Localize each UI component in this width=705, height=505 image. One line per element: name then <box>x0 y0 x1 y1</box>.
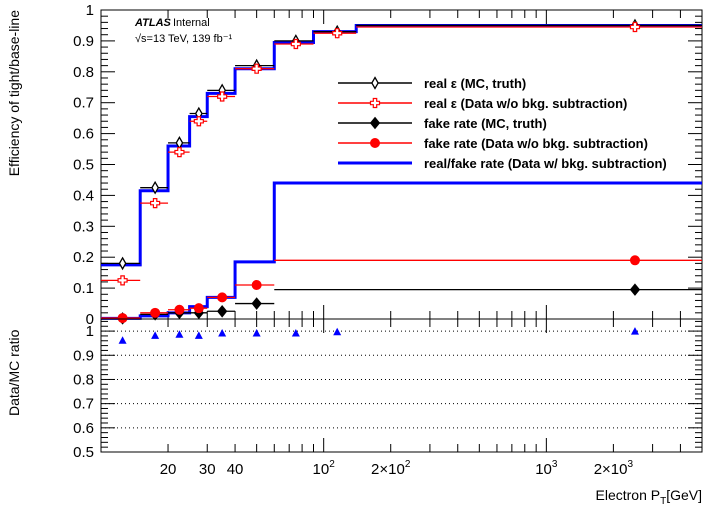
y-tick-label: 0.8 <box>73 64 94 81</box>
data-point <box>117 275 128 286</box>
data-point <box>218 329 227 337</box>
atlas-label: ATLAS Internal √s=13 TeV, 139 fb⁻¹ <box>134 17 233 45</box>
main-x-ticks <box>100 10 703 319</box>
data-point <box>333 327 342 336</box>
data-point <box>252 329 261 337</box>
data-point <box>629 283 641 296</box>
x-tick-label: 30 <box>199 461 216 478</box>
data-point <box>370 138 380 148</box>
ratio-plot-frame <box>100 318 703 453</box>
legend-label: real ε (MC, truth) <box>424 76 526 91</box>
data-point <box>175 330 184 338</box>
legend-label: real/fake rate (Data w/ bkg. subtraction… <box>424 156 667 171</box>
x-tick-label: 103 <box>535 459 558 478</box>
data-point <box>151 331 160 339</box>
x-axis-title: Electron PT[GeV] <box>596 487 703 505</box>
main-marks <box>101 18 702 325</box>
y-tick-label: 0.3 <box>73 218 94 235</box>
data-point <box>150 198 161 209</box>
data-point <box>629 255 640 266</box>
step-line <box>101 181 702 320</box>
data-point <box>193 116 204 127</box>
y-tick-label: 0.7 <box>73 95 94 112</box>
y-tick-label: 0.6 <box>73 126 94 143</box>
data-point <box>118 256 127 271</box>
data-point <box>117 313 128 324</box>
y-tick-label: 0.5 <box>73 157 94 174</box>
data-point <box>371 76 379 90</box>
data-point <box>217 292 228 303</box>
y-tick-label: 1 <box>86 323 94 340</box>
legend-label: fake rate (Data w/o bkg. subtraction) <box>424 136 648 151</box>
ratio-gridlines <box>101 330 702 429</box>
y-tick-label: 0.2 <box>73 249 94 266</box>
atlas-label-internal: Internal <box>173 17 210 29</box>
y-tick-label: 0.9 <box>73 347 94 364</box>
ratio-panel: 0.50.60.70.80.91 20 30 40 102 2×102 103 2×103 … <box>6 318 703 505</box>
data-point <box>291 329 300 337</box>
ratio-y-axis: 0.5 0.6 0.7 0.8 0.9 1 <box>73 320 702 461</box>
y-tick-label: 0 <box>86 311 94 328</box>
x-tick-label: 20 <box>160 461 177 478</box>
y-tick-label: 0.9 <box>73 33 94 50</box>
y-tick-label: 1 <box>86 2 94 19</box>
data-point <box>369 97 381 109</box>
x-tick-label: 102 <box>313 459 336 478</box>
data-point <box>629 21 641 33</box>
data-point <box>150 307 161 318</box>
y-tick-label: 0.7 <box>73 396 94 413</box>
legend-label: real ε (Data w/o bkg. subtraction) <box>424 96 627 111</box>
data-point <box>217 91 228 102</box>
data-point <box>174 147 185 158</box>
data-point <box>217 304 228 318</box>
main-y-axis: 0 0.1 0.2 0.3 0.4 0.5 0.6 0.7 0.8 0.9 1 <box>73 2 702 328</box>
data-point <box>118 336 127 344</box>
data-point <box>174 304 185 315</box>
ratio-marks <box>118 327 639 344</box>
data-point <box>193 303 204 314</box>
main-panel: 0 0.1 0.2 0.3 0.4 0.5 0.6 0.7 0.8 0.9 1 Efficiency… <box>6 2 703 328</box>
x-tick-label: 2×102 <box>371 459 411 478</box>
atlas-label-bold: ATLAS <box>134 17 172 29</box>
y-tick-label: 0.1 <box>73 280 94 297</box>
data-point <box>251 63 262 74</box>
data-point <box>251 280 262 291</box>
y-tick-label: 0.5 <box>73 444 94 461</box>
ratio-y-axis-title: Data/MC ratio <box>6 329 22 416</box>
x-tick-label: 2×103 <box>594 459 634 478</box>
data-point <box>251 297 262 310</box>
ratio-x-axis: 20 30 40 102 2×102 103 2×103 <box>100 319 703 478</box>
data-point <box>369 116 381 130</box>
data-point <box>194 331 203 339</box>
data-point <box>151 180 160 195</box>
data-point <box>332 28 343 39</box>
y-tick-label: 0.8 <box>73 371 94 388</box>
data-point <box>630 327 639 335</box>
atlas-energy-label: √s=13 TeV, 139 fb⁻¹ <box>135 33 233 45</box>
x-tick-label: 40 <box>227 461 244 478</box>
legend-label: fake rate (MC, truth) <box>424 116 547 131</box>
main-y-axis-title: Efficiency of tight/base-line <box>6 10 22 176</box>
legend: real ε (MC, truth) real ε (Data w/o bkg. … <box>338 76 667 171</box>
y-tick-label: 0.6 <box>73 420 94 437</box>
y-tick-label: 0.4 <box>73 187 94 204</box>
data-point <box>290 38 301 50</box>
